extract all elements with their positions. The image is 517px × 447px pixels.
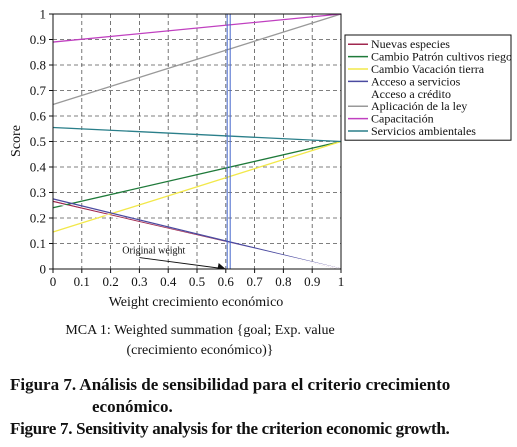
x-tick-label-5: 0.5 (189, 274, 205, 289)
caption-english: Figure 7. Sensitivity analysis for the c… (10, 419, 450, 438)
series-line-1 (52, 140, 342, 209)
y-tick-label-7: 0.7 (30, 83, 47, 98)
series-line-6 (52, 13, 342, 43)
legend-label-2: Cambio Vacación tierra (371, 62, 485, 76)
y-tick-label-1: 0.1 (30, 236, 46, 251)
sensitivity-chart: Original weight 0 0.1 0.2 0.3 0.4 0.5 0.6 0.7 0.… (9, 7, 512, 359)
tick-labels: 0 0.1 0.2 0.3 0.4 0.5 0.6 0.7 0.8 0.9 1 0 0.1 0.2 0.3 0… (30, 7, 345, 290)
x-tick-label-9: 0.9 (304, 274, 320, 289)
y-tick-label-4: 0.4 (30, 160, 47, 175)
caption-spanish-line2: económico. (92, 397, 173, 416)
original-weight-label: Original weight (122, 246, 185, 257)
x-tick-label-3: 0.3 (131, 274, 147, 289)
x-axis-title: Weight crecimiento económico (109, 295, 284, 310)
legend-box (344, 34, 512, 141)
y-tick-label-2: 0.2 (30, 211, 46, 226)
caption-spanish-line1: Figura 7. Análisis de sensibilidad para … (10, 375, 451, 394)
legend-label-1: Cambio Patrón cultivos riego (371, 50, 512, 64)
y-tick-label-9: 0.9 (30, 32, 46, 47)
x-tick-label-4: 0.4 (160, 274, 177, 289)
y-tick-label-6: 0.6 (30, 109, 47, 124)
series-line-4 (52, 202, 342, 270)
y-tick-label-8: 0.8 (30, 58, 46, 73)
legend-label-0: Nuevas especies (371, 37, 450, 51)
y-tick-label-10: 1 (40, 7, 47, 22)
original-weight-arrow-head (217, 263, 226, 269)
series-lines (52, 13, 342, 270)
y-tick-label-3: 0.3 (30, 185, 46, 200)
x-tick-label-7: 0.7 (246, 274, 263, 289)
x-tick-label-10: 1 (338, 274, 345, 289)
series-line-2 (52, 140, 342, 233)
legend-label-6: Capacitación (371, 112, 434, 126)
x-tick-label-8: 0.8 (275, 274, 291, 289)
legend-label-4: Acceso a crédito (371, 87, 451, 101)
x-tick-label-0: 0 (50, 274, 57, 289)
y-tick-label-0: 0 (40, 262, 47, 277)
y-axis-title: Score (9, 125, 24, 157)
method-label-line1: MCA 1: Weighted summation {goal; Exp. va… (65, 323, 334, 338)
method-label-line2: (crecimiento económico)} (126, 343, 273, 358)
grid-lines (52, 13, 342, 270)
legend-label-3: Acceso a servicios (371, 74, 461, 88)
series-line-5 (52, 13, 342, 106)
x-tick-label-2: 0.2 (102, 274, 118, 289)
y-tick-label-5: 0.5 (30, 134, 46, 149)
legend-label-7: Servicios ambientales (371, 124, 476, 138)
original-weight-marker: Original weight (122, 14, 231, 270)
original-weight-arrow-line (139, 257, 226, 270)
series-line-7 (52, 126, 342, 143)
x-tick-label-1: 0.1 (74, 274, 90, 289)
x-tick-label-6: 0.6 (218, 274, 235, 289)
legend-label-5: Aplicación de la ley (371, 99, 467, 113)
